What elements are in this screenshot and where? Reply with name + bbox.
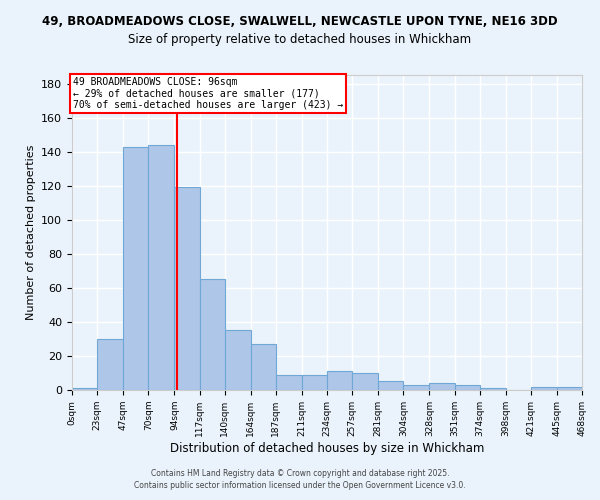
Bar	[378, 382, 403, 390]
Bar	[531, 386, 557, 390]
Bar	[97, 339, 123, 390]
Bar	[199, 280, 224, 390]
Bar	[327, 372, 352, 390]
Bar	[455, 385, 479, 390]
Bar	[175, 188, 200, 390]
Text: Size of property relative to detached houses in Whickham: Size of property relative to detached ho…	[128, 32, 472, 46]
Bar	[302, 374, 327, 390]
Bar	[430, 383, 455, 390]
Bar	[224, 330, 251, 390]
Bar	[557, 386, 582, 390]
X-axis label: Distribution of detached houses by size in Whickham: Distribution of detached houses by size …	[170, 442, 484, 454]
Bar	[352, 373, 378, 390]
Text: Contains HM Land Registry data © Crown copyright and database right 2025.: Contains HM Land Registry data © Crown c…	[151, 468, 449, 477]
Y-axis label: Number of detached properties: Number of detached properties	[26, 145, 35, 320]
Bar	[276, 374, 302, 390]
Bar	[148, 145, 175, 390]
Bar	[72, 388, 97, 390]
Text: 49, BROADMEADOWS CLOSE, SWALWELL, NEWCASTLE UPON TYNE, NE16 3DD: 49, BROADMEADOWS CLOSE, SWALWELL, NEWCAS…	[42, 15, 558, 28]
Bar	[403, 385, 430, 390]
Bar	[479, 388, 506, 390]
Text: 49 BROADMEADOWS CLOSE: 96sqm
← 29% of detached houses are smaller (177)
70% of s: 49 BROADMEADOWS CLOSE: 96sqm ← 29% of de…	[73, 76, 343, 110]
Text: Contains public sector information licensed under the Open Government Licence v3: Contains public sector information licen…	[134, 481, 466, 490]
Bar	[123, 146, 148, 390]
Bar	[251, 344, 276, 390]
